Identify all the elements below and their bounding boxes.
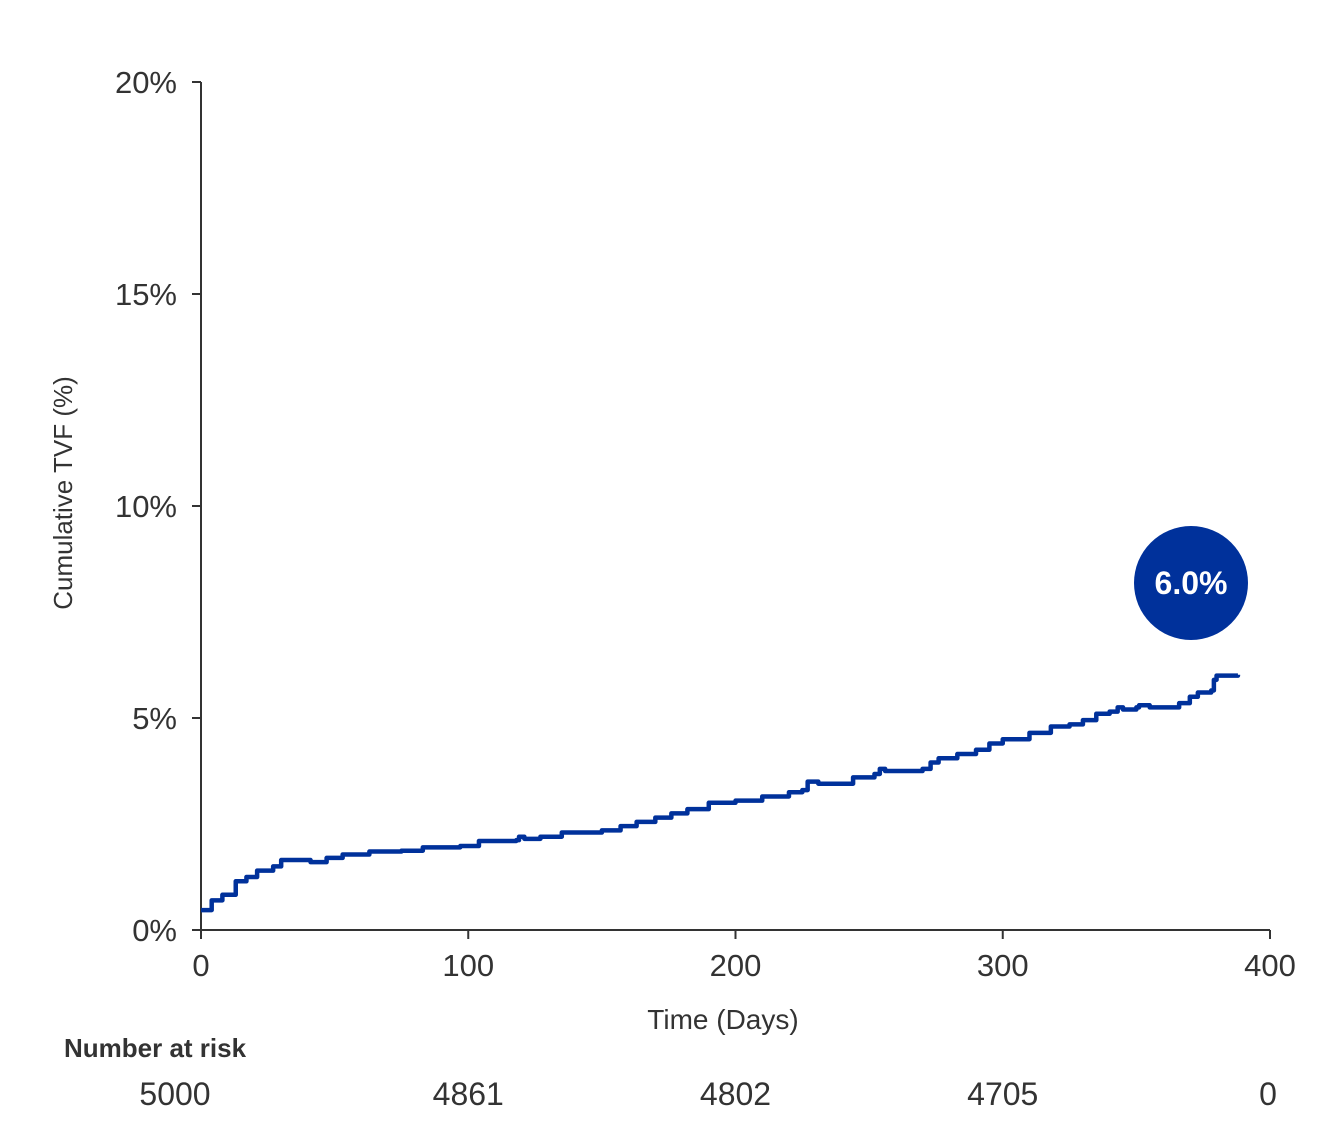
x-tick-label: 0	[192, 948, 209, 983]
y-tick-label: 15%	[115, 277, 177, 312]
x-tick-label: 400	[1244, 948, 1296, 983]
x-axis-title: Time (Days)	[647, 1004, 798, 1035]
y-tick-label: 20%	[115, 65, 177, 100]
number-at-risk-value: 4705	[967, 1076, 1039, 1112]
axes: 0% 5% 10% 15% 20% 0 100 200 300 400	[115, 65, 1296, 983]
y-axis-title: Cumulative TVF (%)	[48, 376, 78, 610]
x-tick-label: 100	[442, 948, 494, 983]
number-at-risk-value: 0	[1259, 1076, 1277, 1112]
y-tick-label: 10%	[115, 489, 177, 524]
final-value-badge: 6.0%	[1134, 526, 1248, 640]
y-tick-label: 5%	[132, 701, 177, 736]
x-tick-label: 300	[977, 948, 1029, 983]
number-at-risk-value: 5000	[139, 1076, 211, 1112]
series-line-cumulative-tvf	[201, 673, 1241, 913]
number-at-risk-title: Number at risk	[64, 1033, 247, 1063]
x-tick-label: 200	[710, 948, 762, 983]
y-tick-label: 0%	[132, 913, 177, 948]
number-at-risk-value: 4861	[432, 1076, 504, 1112]
number-at-risk-value: 4802	[699, 1076, 772, 1112]
